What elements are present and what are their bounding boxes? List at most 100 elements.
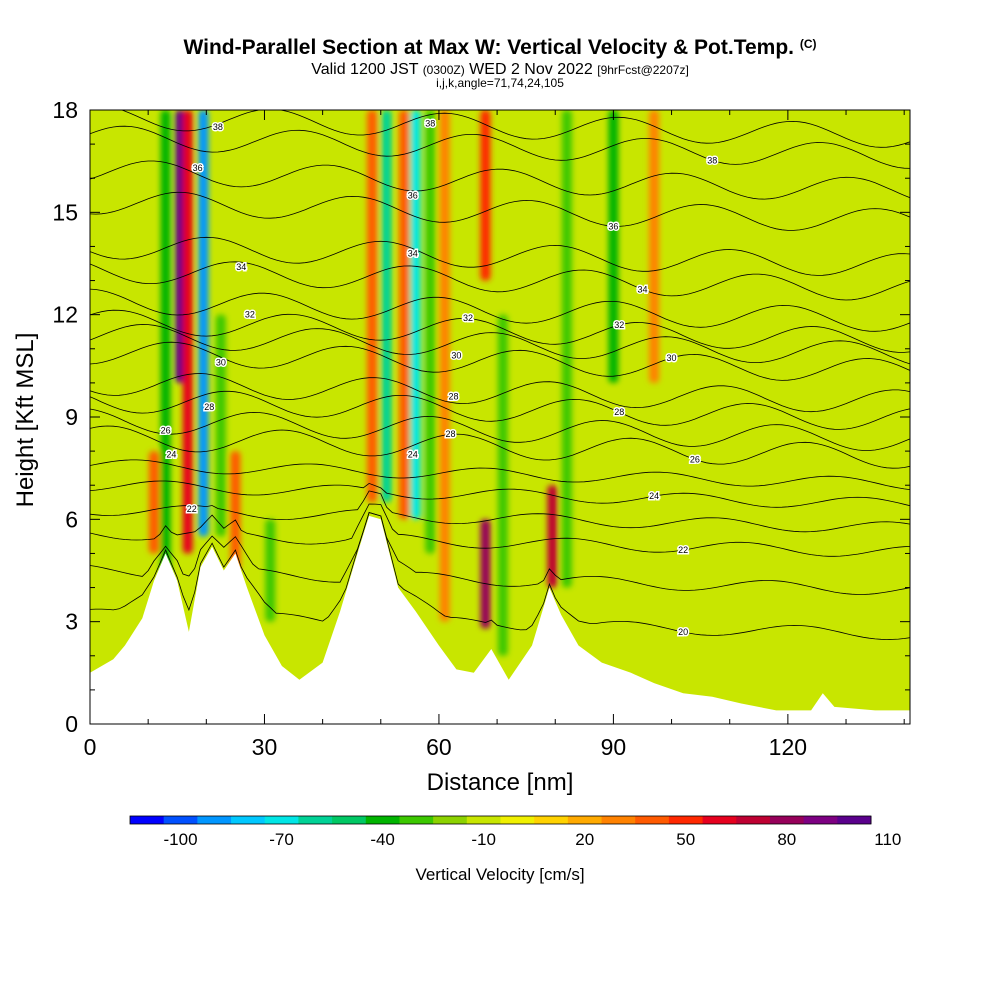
colorbar-tick-label: -100	[164, 830, 198, 849]
contour-label: 28	[448, 392, 458, 402]
y-tick-label: 9	[65, 404, 78, 430]
forecast-info: [9hrFcst@2207z]	[597, 63, 689, 77]
velocity-band	[561, 110, 572, 588]
chart-subtitle: Valid 1200 JST (0300Z) WED 2 Nov 2022 [9…	[0, 61, 1000, 79]
x-tick-label: 120	[769, 734, 807, 760]
velocity-band	[215, 314, 226, 537]
colorbar: -100 -70 -40 -10 20 50 80 110	[129, 815, 901, 849]
contour-label: 32	[614, 320, 624, 330]
contour-label: 34	[408, 248, 418, 258]
velocity-band	[367, 110, 378, 503]
velocity-band	[425, 110, 436, 554]
contour-label: 36	[408, 190, 418, 200]
x-axis: 0 30 60 90 120	[84, 110, 905, 760]
y-tick-label: 0	[65, 711, 78, 737]
theta-contour-line	[90, 512, 910, 595]
velocity-band	[399, 110, 410, 520]
contour-labels: 20 22 24 26 28 30 32 34 36 38 38 36 34 32 30 28 26 24 22 38…	[159, 117, 719, 638]
colorbar-tick-label: 80	[777, 830, 796, 849]
velocity-field	[148, 110, 660, 656]
colorbar-swatch	[433, 816, 468, 824]
theta-contour-line	[90, 425, 910, 469]
contour-label: 26	[161, 426, 171, 436]
y-tick-label: 15	[52, 199, 78, 225]
valid-date: WED 2 Nov 2022	[469, 61, 593, 78]
plot-area: 20 22 24 26 28 30 32 34 36 38 38 36 34 32 30 28 26 24 22 38…	[90, 110, 910, 724]
contour-label: 36	[608, 221, 618, 231]
velocity-band	[198, 110, 209, 537]
velocity-band	[480, 519, 491, 629]
x-tick-label: 0	[84, 734, 97, 760]
zulu-time: (0300Z)	[422, 63, 465, 77]
contour-label: 28	[614, 407, 624, 417]
velocity-band	[649, 110, 660, 383]
contour-label: 24	[649, 491, 659, 501]
contour-label: 22	[187, 504, 197, 514]
colorbar-swatch	[601, 816, 636, 824]
colorbar-swatch	[769, 816, 805, 824]
velocity-band	[608, 110, 619, 383]
terrain	[90, 515, 910, 724]
x-tick-label: 60	[426, 734, 452, 760]
y-tick-label: 12	[52, 302, 78, 328]
theta-contour-line	[90, 512, 910, 640]
contour-label: 28	[204, 402, 214, 412]
velocity-band	[182, 110, 193, 554]
contour-label: 38	[707, 155, 717, 165]
colorbar-swatch	[264, 816, 299, 824]
contour-label: 38	[425, 119, 435, 129]
theta-contour-line	[90, 191, 910, 231]
x-tick-label: 90	[601, 734, 627, 760]
colorbar-tick-label: 50	[676, 830, 695, 849]
theta-contour-line	[90, 341, 910, 381]
colorbar-swatch	[567, 816, 603, 824]
colorbar-swatch	[365, 816, 400, 824]
colorbar-swatch	[466, 816, 501, 824]
colorbar-swatch	[298, 816, 333, 824]
colorbar-swatch	[130, 816, 165, 824]
colorbar-swatch	[231, 816, 266, 824]
theta-contour-line	[90, 490, 910, 533]
contour-label: 30	[667, 353, 677, 363]
contour-label: 34	[637, 284, 647, 294]
colorbar-swatch	[500, 816, 535, 824]
velocity-band	[160, 110, 171, 588]
contour-label: 22	[678, 545, 688, 555]
theta-contour-line	[90, 480, 910, 508]
colorbar-label: Vertical Velocity [cm/s]	[415, 865, 584, 884]
y-axis-label: Height [Kft MSL]	[12, 333, 39, 508]
theta-contour-line	[90, 261, 910, 301]
theta-contour-line	[90, 125, 910, 169]
contour-label: 20	[678, 627, 688, 637]
theta-contour-line	[90, 408, 910, 451]
velocity-band	[148, 451, 159, 554]
theta-contours	[90, 110, 910, 640]
chart-title: Wind-Parallel Section at Max W: Vertical…	[183, 36, 817, 59]
y-tick-label: 6	[65, 506, 78, 532]
contour-label: 28	[446, 429, 456, 439]
theta-contour-line	[90, 373, 910, 413]
theta-contour-line	[90, 309, 910, 353]
y-tick-label: 3	[65, 609, 78, 635]
colorbar-tick-label: -70	[269, 830, 294, 849]
colorbar-swatch	[399, 816, 434, 824]
x-axis-label: Distance [nm]	[427, 769, 574, 796]
section-indices: i,j,k,angle=71,74,24,105	[436, 76, 564, 90]
valid-time: Valid 1200 JST	[311, 61, 419, 78]
contour-label: 38	[213, 122, 223, 132]
colorbar-swatch	[736, 816, 771, 824]
velocity-band	[439, 110, 450, 622]
colorbar-swatch	[702, 816, 737, 824]
velocity-band	[230, 451, 241, 571]
velocity-band	[497, 314, 508, 656]
colorbar-swatch	[837, 816, 872, 824]
contour-label: 34	[236, 262, 246, 272]
contour-label: 26	[690, 454, 700, 464]
theta-contour-line	[90, 324, 910, 365]
y-tick-label: 18	[52, 97, 78, 123]
colorbar-tick-label: -10	[471, 830, 496, 849]
contour-label: 30	[216, 357, 226, 367]
theta-contour-line	[90, 160, 910, 200]
velocity-band	[547, 485, 558, 588]
